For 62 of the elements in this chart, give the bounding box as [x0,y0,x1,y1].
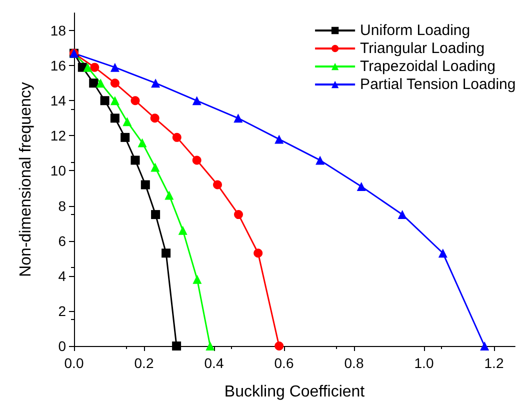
x-tick-label: 1.2 [484,355,504,371]
y-tick-label: 10 [50,162,66,179]
point [172,132,182,142]
point [480,342,490,350]
point [110,96,120,106]
legend-label: Trapezoidal Loading [360,58,496,75]
point [356,182,366,192]
point [172,342,182,350]
point [234,210,243,220]
y-tick-label: 12 [50,128,66,144]
point [89,78,98,88]
point [110,114,120,123]
y-axis-title: Non-dimensional frequency [18,82,34,277]
point [206,342,215,350]
point [164,190,174,200]
point [192,96,202,106]
point [130,96,140,106]
y-tick-label: 6 [58,232,66,249]
point [274,134,284,144]
point [130,156,140,165]
x-tick-label: 0.8 [344,355,364,371]
point [438,248,448,258]
point [138,138,147,148]
point [122,117,132,126]
point [192,274,202,284]
point [110,78,120,88]
point [150,114,160,123]
legend-label: Uniform Loading [360,22,470,39]
point [274,342,284,350]
y-tick-label: 16 [50,58,66,74]
point [162,248,171,258]
x-tick-label: 0.2 [134,355,154,371]
point [151,210,160,220]
point [150,162,160,172]
point [151,78,160,88]
point [254,248,263,258]
legend-label: Partial Tension Loading [360,76,516,93]
point [96,78,106,88]
x-axis-title: Buckling Coefficient [224,384,366,400]
point [178,226,188,235]
x-tick-label: 0.6 [274,355,294,371]
x-tick-label: 0.4 [204,355,224,371]
legend-label: Triangular Loading [360,40,485,57]
point [140,180,150,190]
y-tick-label: 2 [58,302,66,319]
point [83,62,92,72]
point [110,62,120,72]
point [100,96,110,106]
x-tick-label: 1.0 [414,355,434,371]
point [234,114,243,123]
y-tick-label: 14 [50,92,66,109]
y-tick-label: 0 [58,338,66,354]
point [120,132,130,142]
y-tick-label: 8 [58,198,66,214]
point [90,62,100,72]
point [316,156,325,165]
point [398,210,407,220]
point [213,180,222,190]
point [192,156,202,165]
y-tick-label: 18 [50,22,66,39]
y-tick-label: 4 [58,268,66,284]
x-tick-label: 0.0 [64,355,84,371]
